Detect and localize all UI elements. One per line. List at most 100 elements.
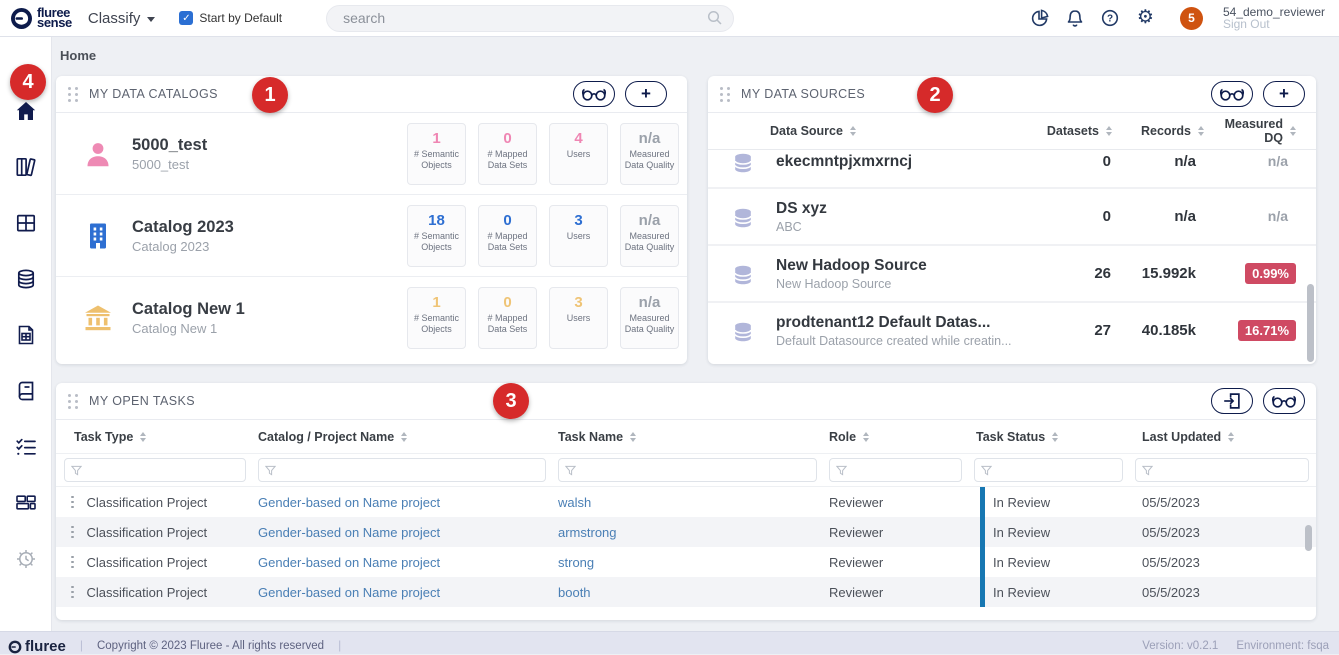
task-role: Reviewer: [829, 494, 884, 510]
sidebar-item-catalogs[interactable]: [0, 139, 51, 195]
project-link[interactable]: Gender-based on Name project: [258, 494, 441, 510]
search-bar[interactable]: [326, 4, 735, 32]
task-link[interactable]: strong: [558, 554, 595, 570]
task-row[interactable]: Classification Project Gender-based on N…: [56, 487, 1316, 517]
col-records[interactable]: Records: [1112, 124, 1204, 138]
sidebar-item-automation[interactable]: [0, 531, 51, 587]
annotation-badge-4: 4: [10, 64, 46, 100]
sort-icon[interactable]: [1106, 126, 1112, 136]
sidebar-item-reports[interactable]: [0, 307, 51, 363]
catalog-row[interactable]: Catalog New 1 Catalog New 1 1 # Semantic…: [56, 277, 687, 359]
tasks-view-button[interactable]: [1263, 388, 1305, 414]
row-menu-icon[interactable]: [67, 494, 78, 511]
source-row[interactable]: New Hadoop Source New Hadoop Source 26 1…: [708, 244, 1316, 301]
task-row[interactable]: Classification Project Gender-based on N…: [56, 577, 1316, 607]
person-icon: [87, 142, 109, 166]
filter-funnel-icon: [71, 465, 82, 476]
tasks-export-button[interactable]: [1211, 388, 1253, 414]
sidebar-item-glossary[interactable]: [0, 363, 51, 419]
checkbox-check-icon[interactable]: ✓: [179, 11, 194, 25]
sources-view-button[interactable]: [1211, 81, 1253, 107]
project-link[interactable]: Gender-based on Name project: [258, 554, 441, 570]
source-name[interactable]: prodtenant12 Default Datas...: [776, 313, 991, 331]
filter-role[interactable]: [829, 458, 962, 482]
search-input[interactable]: [343, 10, 708, 26]
logo-wordmark: fluree sense: [37, 5, 72, 30]
drag-handle-icon[interactable]: [68, 393, 78, 409]
sort-icon[interactable]: [849, 126, 856, 136]
col-task-status[interactable]: Task Status: [974, 430, 1135, 444]
task-status: In Review: [974, 547, 1135, 577]
insights-pie-icon[interactable]: [1030, 8, 1051, 29]
start-by-default-checkbox[interactable]: ✓ Start by Default: [179, 11, 282, 25]
row-menu-icon[interactable]: [67, 584, 78, 601]
top-bar: fluree sense Classify ✓ Start by Default: [0, 0, 1339, 37]
source-row[interactable]: DS xyz ABC 0 n/a n/a: [708, 187, 1316, 244]
sort-icon[interactable]: [1228, 431, 1235, 442]
col-role[interactable]: Role: [829, 430, 974, 444]
sources-add-button[interactable]: +: [1263, 81, 1305, 107]
filter-catalog-project[interactable]: [258, 458, 546, 482]
task-row[interactable]: Classification Project Gender-based on N…: [56, 517, 1316, 547]
col-task-type[interactable]: Task Type: [64, 430, 258, 444]
sort-icon[interactable]: [1290, 126, 1296, 136]
help-icon[interactable]: ?: [1100, 8, 1121, 29]
row-menu-icon[interactable]: [67, 554, 78, 571]
drag-handle-icon[interactable]: [68, 86, 78, 102]
module-dropdown[interactable]: Classify: [88, 10, 156, 27]
drag-handle-icon[interactable]: [720, 86, 730, 102]
home-icon: [16, 102, 35, 120]
col-catalog-project[interactable]: Catalog / Project Name: [258, 430, 558, 444]
sort-icon[interactable]: [140, 431, 147, 442]
source-row[interactable]: prodtenant12 Default Datas... Default Da…: [708, 301, 1316, 358]
source-name[interactable]: ekecmntpjxmxrncj: [776, 152, 913, 170]
col-last-updated[interactable]: Last Updated: [1135, 430, 1316, 444]
col-data-source[interactable]: Data Source: [770, 124, 856, 138]
sort-icon[interactable]: [863, 431, 870, 442]
sidebar-item-datasets[interactable]: [0, 475, 51, 531]
task-link[interactable]: walsh: [558, 494, 592, 510]
filter-last-updated[interactable]: [1135, 458, 1309, 482]
filter-task-name[interactable]: [558, 458, 817, 482]
sidebar-item-home[interactable]: [0, 83, 51, 139]
sidebar-item-tasks[interactable]: [0, 419, 51, 475]
catalog-row[interactable]: Catalog 2023 Catalog 2023 18 # Semantic …: [56, 195, 687, 277]
user-avatar[interactable]: 5: [1179, 6, 1203, 30]
sort-icon[interactable]: [401, 431, 408, 442]
catalog-name[interactable]: Catalog 2023: [132, 217, 234, 236]
stat-measured-dq: n/a Measured Data Quality: [620, 287, 679, 349]
filter-task-status[interactable]: [974, 458, 1123, 482]
catalogs-view-button[interactable]: [573, 81, 615, 107]
source-records: 40.185k: [1141, 322, 1196, 339]
filter-funnel-icon: [265, 465, 276, 476]
sources-scrollbar-thumb[interactable]: [1307, 284, 1314, 362]
source-row-clipped[interactable]: ekecmntpjxmxrncj 0 n/a n/a: [708, 150, 1316, 187]
source-name[interactable]: DS xyz: [776, 199, 827, 217]
filter-task-type[interactable]: [64, 458, 246, 482]
project-link[interactable]: Gender-based on Name project: [258, 524, 441, 540]
catalogs-add-button[interactable]: +: [625, 81, 667, 107]
col-measured-dq[interactable]: Measured DQ: [1204, 117, 1296, 146]
col-task-name[interactable]: Task Name: [558, 430, 829, 444]
task-link[interactable]: booth: [558, 584, 591, 600]
settings-gear-icon[interactable]: ⚙: [1136, 7, 1154, 28]
sidebar-item-semantic-grid[interactable]: [0, 195, 51, 251]
tasks-scrollbar-thumb[interactable]: [1305, 525, 1312, 551]
catalog-name[interactable]: Catalog New 1: [132, 300, 245, 318]
sign-out-link[interactable]: Sign Out: [1222, 17, 1270, 31]
catalog-row[interactable]: 5000_test 5000_test 1 # Semantic Objects…: [56, 113, 687, 195]
row-menu-icon[interactable]: [67, 524, 78, 541]
catalog-name[interactable]: 5000_test: [132, 135, 208, 154]
sort-icon[interactable]: [1198, 126, 1204, 136]
task-link[interactable]: armstrong: [558, 524, 617, 540]
fluree-sense-logo[interactable]: fluree sense: [10, 5, 72, 30]
col-datasets[interactable]: Datasets: [1024, 124, 1112, 138]
task-row[interactable]: Classification Project Gender-based on N…: [56, 547, 1316, 577]
sort-icon[interactable]: [630, 431, 637, 442]
fluree-logo-icon: [11, 7, 32, 29]
notifications-bell-icon[interactable]: [1065, 8, 1086, 29]
sort-icon[interactable]: [1052, 431, 1059, 442]
project-link[interactable]: Gender-based on Name project: [258, 584, 441, 600]
source-name[interactable]: New Hadoop Source: [776, 256, 927, 274]
sidebar-item-data-sources[interactable]: [0, 251, 51, 307]
